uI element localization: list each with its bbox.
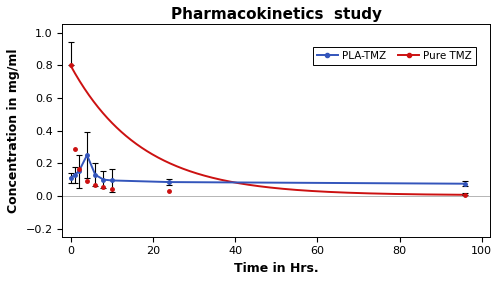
X-axis label: Time in Hrs.: Time in Hrs. xyxy=(234,262,318,275)
Title: Pharmacokinetics  study: Pharmacokinetics study xyxy=(170,7,382,22)
Legend: PLA-TMZ, Pure TMZ: PLA-TMZ, Pure TMZ xyxy=(312,47,476,65)
Y-axis label: Concentration in mg/ml: Concentration in mg/ml xyxy=(7,49,20,213)
